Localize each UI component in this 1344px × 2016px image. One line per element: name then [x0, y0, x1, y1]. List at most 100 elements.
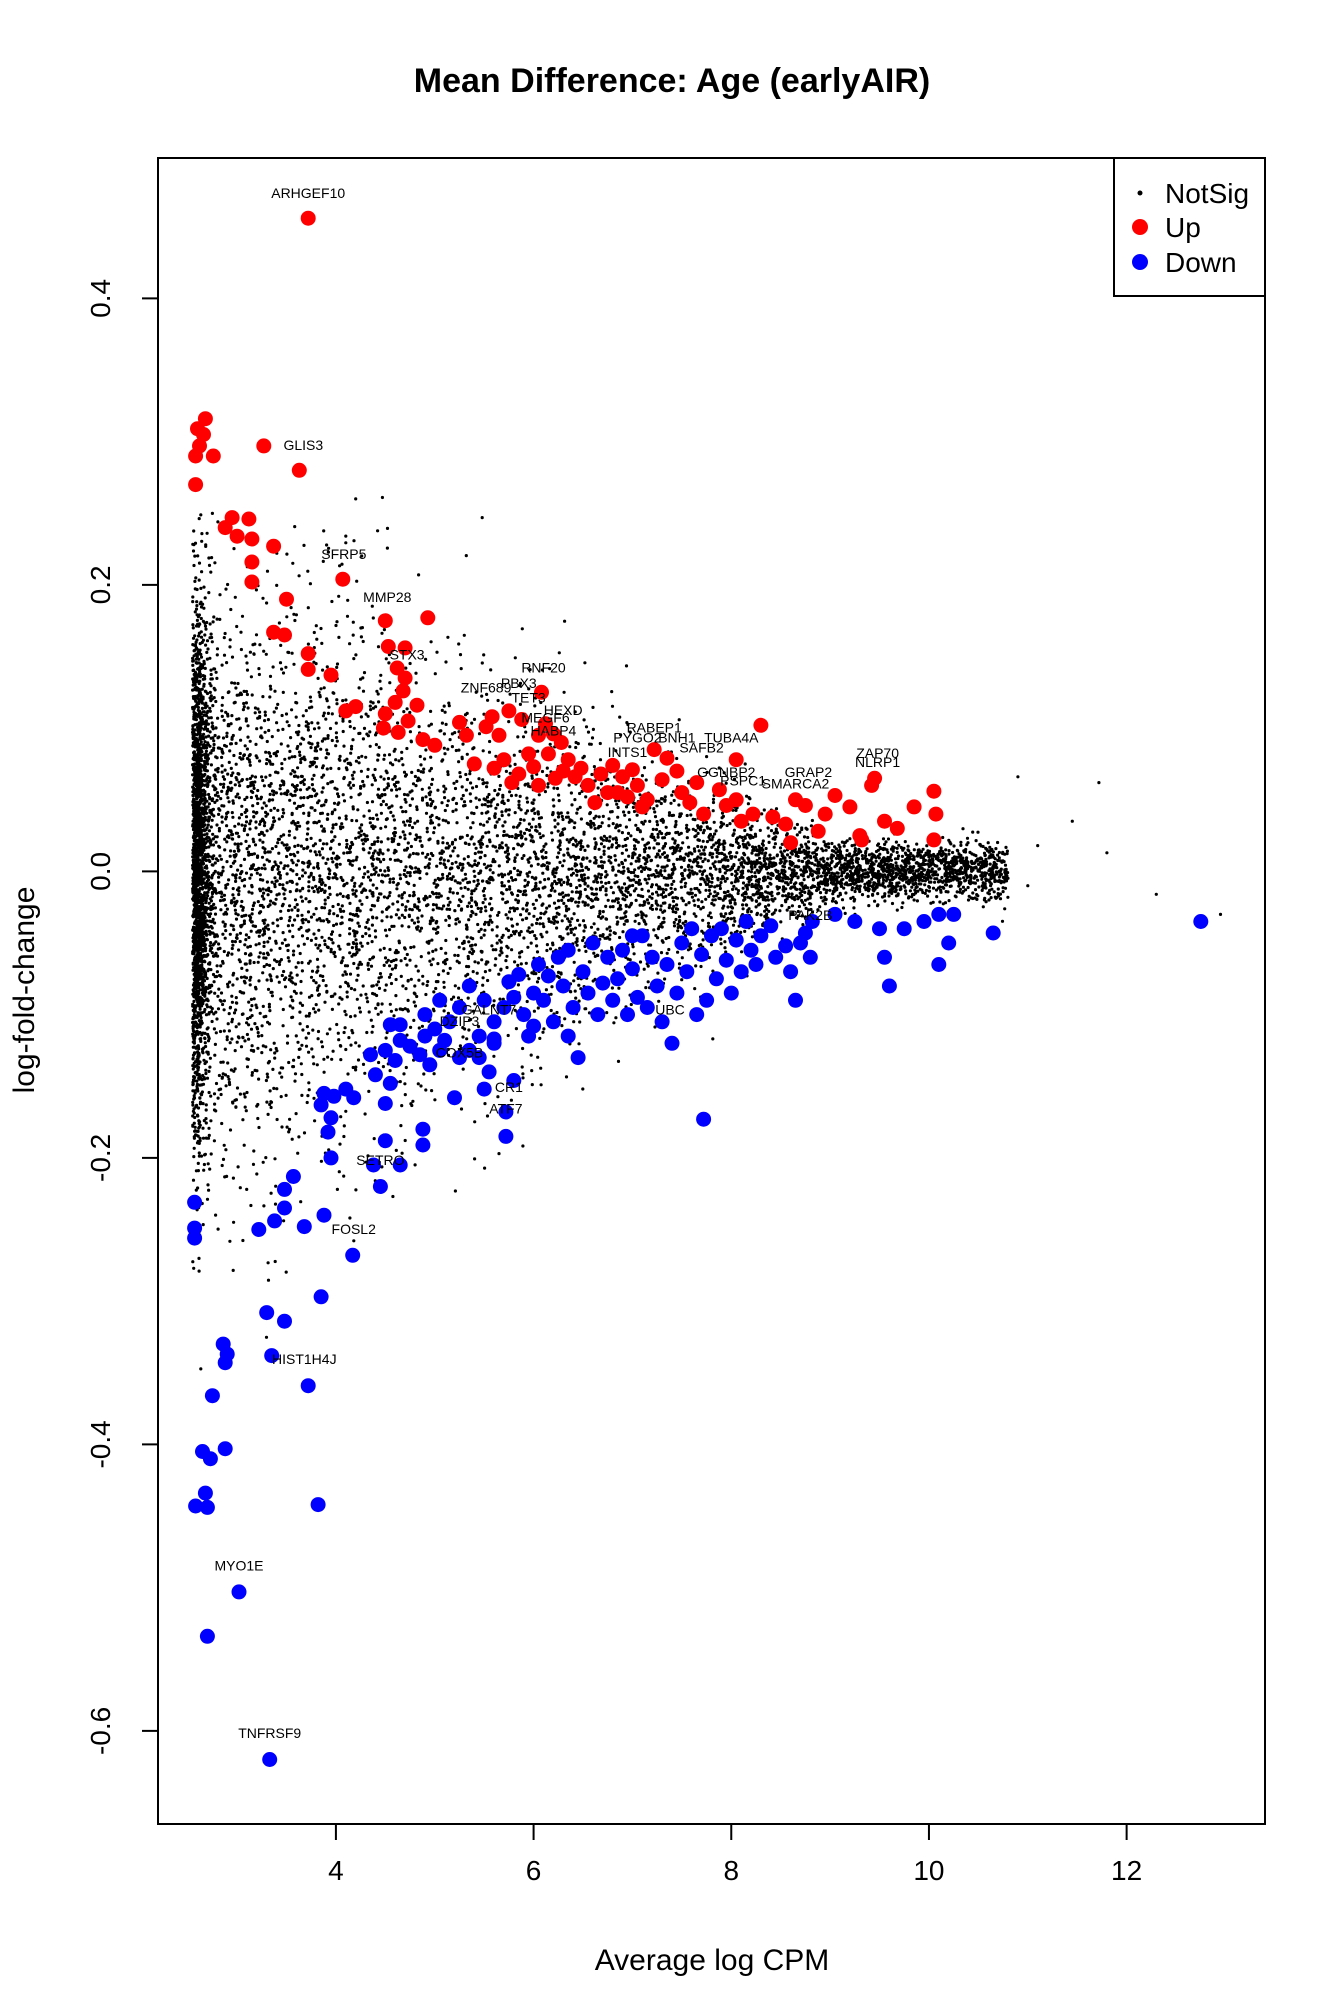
- down-point: [437, 1032, 453, 1048]
- down-point: [461, 978, 477, 994]
- gene-label: SAFB2: [679, 740, 724, 756]
- up-point: [409, 697, 425, 713]
- down-point: [277, 1200, 292, 1216]
- gene-label: RNF20: [521, 659, 566, 675]
- down-point: [941, 935, 957, 951]
- down-point: [415, 1121, 431, 1137]
- down-point: [387, 1053, 403, 1068]
- up-point: [573, 760, 589, 776]
- down-point: [674, 935, 690, 951]
- gene-label: INTS1: [608, 744, 648, 760]
- gene-label: TUBA4A: [704, 730, 759, 746]
- up-point: [501, 703, 517, 719]
- y-tick-label: -0.2: [85, 1134, 116, 1182]
- up-point: [241, 511, 257, 527]
- down-point: [585, 935, 601, 951]
- up-point: [300, 646, 316, 662]
- gene-label: PBX3: [501, 675, 537, 691]
- gene-label: MEGF6: [521, 709, 569, 725]
- up-point: [674, 785, 690, 801]
- up-point: [244, 531, 260, 547]
- down-point: [202, 1451, 218, 1467]
- down-point: [753, 928, 769, 944]
- down-point: [639, 1000, 655, 1015]
- y-tick-label: 0.0: [85, 852, 116, 891]
- down-point: [326, 1088, 342, 1104]
- down-point: [748, 957, 764, 972]
- up-point: [196, 427, 211, 442]
- down-point: [526, 1018, 542, 1034]
- gene-label: ARHGEF10: [271, 185, 345, 201]
- up-point: [669, 763, 685, 779]
- up-point: [300, 210, 316, 226]
- down-point: [277, 1313, 292, 1329]
- y-tick-label: -0.4: [85, 1420, 116, 1468]
- down-point: [778, 938, 794, 954]
- down-point: [188, 1498, 204, 1514]
- down-point: [486, 1014, 502, 1030]
- down-point: [718, 952, 734, 968]
- up-point: [377, 613, 393, 629]
- down-point: [199, 1499, 215, 1515]
- up-point: [659, 750, 675, 766]
- down-point: [931, 906, 947, 922]
- gene-label: PSPC1: [720, 772, 766, 788]
- down-point: [345, 1247, 361, 1263]
- down-point: [204, 1388, 220, 1404]
- down-point: [217, 1441, 233, 1457]
- up-point: [877, 813, 892, 829]
- down-point: [664, 1035, 680, 1051]
- down-point: [313, 1289, 329, 1305]
- gene-label: GGNBP2: [697, 764, 756, 780]
- down-point: [367, 1067, 383, 1083]
- up-point: [610, 785, 626, 801]
- up-point: [560, 752, 576, 768]
- y-tick-label: 0.4: [85, 279, 116, 318]
- up-point: [711, 782, 727, 798]
- down-point: [197, 1485, 213, 1501]
- down-point: [560, 1028, 576, 1044]
- legend-notsig-label: NotSig: [1165, 178, 1249, 209]
- up-point: [889, 820, 905, 836]
- down-point: [417, 1007, 433, 1023]
- up-point: [390, 724, 406, 740]
- up-point: [867, 770, 883, 786]
- down-point: [620, 1007, 635, 1023]
- up-point: [605, 757, 621, 773]
- down-point: [415, 1137, 431, 1153]
- up-point: [728, 752, 744, 768]
- down-point: [267, 1213, 283, 1229]
- y-tick-label: 0.2: [85, 565, 116, 604]
- down-point: [600, 949, 616, 965]
- up-point: [682, 795, 698, 811]
- down-point: [531, 957, 546, 972]
- up-point: [197, 411, 213, 427]
- gene-label: GRAP2: [785, 764, 833, 780]
- up-point: [827, 788, 843, 803]
- down-point: [264, 1348, 280, 1364]
- up-point: [427, 737, 443, 753]
- down-point: [916, 914, 932, 929]
- down-point: [788, 992, 803, 1008]
- gene-label: PAK2B: [788, 907, 832, 923]
- down-point: [320, 1124, 336, 1140]
- down-point: [427, 1021, 443, 1037]
- up-point: [514, 712, 530, 727]
- up-point: [420, 610, 436, 626]
- x-tick-label: 6: [526, 1855, 542, 1886]
- up-point: [323, 667, 339, 683]
- up-point: [389, 660, 405, 676]
- gene-label: ZNF689: [461, 679, 512, 695]
- up-point: [466, 756, 482, 772]
- up-point: [266, 538, 282, 554]
- down-point: [689, 1007, 705, 1023]
- gene-label: SFRP5: [321, 546, 366, 562]
- up-point: [733, 813, 749, 829]
- down-point: [560, 942, 576, 958]
- up-point: [928, 806, 944, 822]
- gene-label: PYGO2: [613, 730, 661, 746]
- down-point: [498, 1128, 514, 1144]
- down-point: [728, 932, 744, 948]
- gene-labels: ARHGEF10 GLIS3 SFRP5 MMP28 STX3 RNF20 ZNF689PB…: [214, 185, 900, 1741]
- up-point: [291, 462, 307, 478]
